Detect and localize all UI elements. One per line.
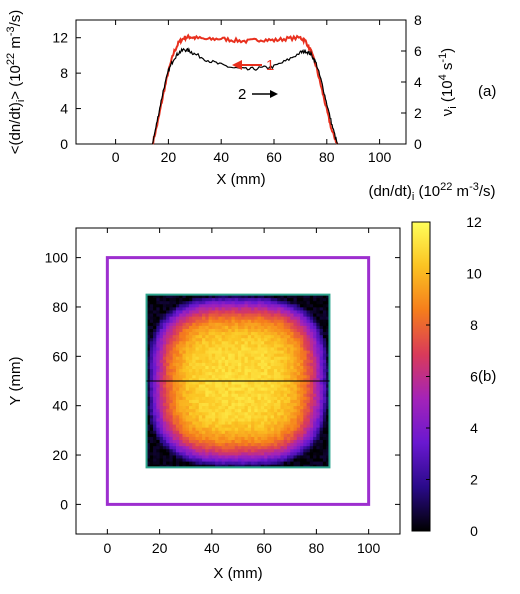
a-right-tick-label: 2 (414, 105, 422, 121)
outer-boundary (105, 256, 371, 506)
heatmap-image (146, 294, 330, 468)
panel-b-frame (75, 227, 401, 535)
b-x-tick-label: 20 (152, 540, 168, 556)
panel-a-tag: (a) (478, 83, 496, 100)
panel-b-y-label: Y (mm) (7, 357, 24, 406)
panel-b-tag: (b) (478, 368, 496, 385)
a-x-tick-label: 20 (161, 149, 177, 165)
panel-b-ticks: 0 20 40 60 80 100 0 20 40 60 80 100 (45, 228, 400, 556)
colorbar-tick-label: 6 (470, 369, 478, 385)
series-1-label: 1 (266, 57, 274, 74)
a-right-tick-label: 8 (414, 12, 422, 28)
b-y-tick-label: 20 (52, 447, 68, 463)
panel-a-x-label: X (mm) (216, 171, 265, 188)
colorbar-tick-label: 10 (466, 266, 482, 282)
a-left-tick-label: 8 (60, 65, 68, 81)
series-1-line (151, 33, 339, 145)
a-x-tick-label: 40 (213, 149, 229, 165)
series-1-arrowhead (232, 60, 242, 70)
panel-b-x-label: X (mm) (213, 565, 262, 582)
b-y-tick-label: 80 (52, 299, 68, 315)
panel-a-left-y-label: <(dn/dt)i​> (1022​ m-3​/s) (5, 10, 27, 155)
a-x-tick-label: 100 (368, 149, 392, 165)
colorbar-tick-label: 2 (470, 472, 478, 488)
a-right-tick-label: 0 (414, 136, 422, 152)
b-x-tick-label: 0 (103, 540, 111, 556)
colorbar-tick-label: 12 (466, 214, 482, 230)
colorbar-title: (dn/dt)i​ (1022​ m-3​/s) (368, 181, 495, 203)
panel-a-frame (75, 19, 407, 145)
colorbar-ticks: 0 2 4 6 8 10 12 (426, 214, 482, 539)
b-y-tick-label: 100 (45, 250, 69, 266)
a-x-tick-label: 0 (112, 149, 120, 165)
b-x-tick-label: 60 (256, 540, 272, 556)
a-left-tick-label: 4 (60, 101, 68, 117)
a-left-tick-label: 12 (52, 30, 68, 46)
b-y-tick-label: 60 (52, 348, 68, 364)
a-x-tick-label: 80 (319, 149, 335, 165)
a-right-tick-label: 6 (414, 43, 422, 59)
a-x-tick-label: 60 (266, 149, 282, 165)
b-x-tick-label: 40 (204, 540, 220, 556)
panel-a-right-y-label: νi​ (104​ s-1​) (437, 48, 459, 116)
colorbar-tick-label: 0 (470, 523, 478, 539)
colorbar-tick-label: 8 (470, 317, 478, 333)
b-x-tick-label: 80 (309, 540, 325, 556)
b-y-tick-label: 0 (60, 496, 68, 512)
a-right-tick-label: 4 (414, 74, 422, 90)
series-2-arrowhead (270, 90, 278, 98)
panel-a-annotations: 12 (232, 57, 278, 103)
colorbar-tick-label: 4 (470, 420, 478, 436)
a-left-tick-label: 0 (60, 136, 68, 152)
series-2-label: 2 (238, 86, 246, 103)
b-y-tick-label: 40 (52, 398, 68, 414)
b-x-tick-label: 100 (357, 540, 381, 556)
